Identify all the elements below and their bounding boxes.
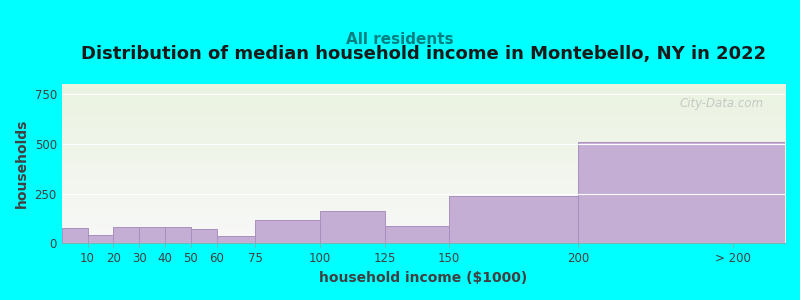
Bar	[191, 230, 217, 243]
X-axis label: household income ($1000): household income ($1000)	[319, 271, 527, 285]
Bar	[87, 236, 114, 243]
Bar	[449, 196, 578, 243]
Bar	[255, 220, 320, 243]
Bar	[114, 227, 139, 243]
Y-axis label: households: households	[15, 119, 29, 208]
Text: All residents: All residents	[346, 32, 454, 46]
Title: Distribution of median household income in Montebello, NY in 2022: Distribution of median household income …	[81, 45, 766, 63]
Text: City-Data.com: City-Data.com	[679, 97, 763, 110]
Bar	[62, 229, 87, 243]
Bar	[578, 142, 785, 243]
Bar	[165, 227, 191, 243]
Bar	[217, 236, 255, 243]
Bar	[320, 211, 385, 243]
Bar	[139, 227, 165, 243]
Bar	[385, 226, 449, 243]
